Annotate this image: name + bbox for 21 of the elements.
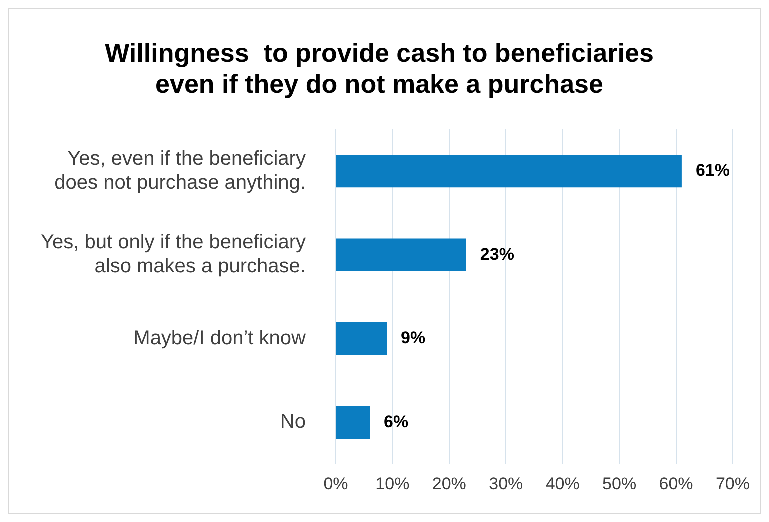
chart-title: Willingness to provide cash to beneficiaries even if they do not make a purchase [105, 38, 654, 99]
x-tick-label: 0% [324, 474, 348, 494]
x-tick-label: 70% [716, 474, 750, 494]
x-tick-label: 50% [602, 474, 637, 494]
data-label: 9% [401, 328, 426, 348]
y-tick-label: Maybe/I don’t know [134, 327, 307, 350]
x-tick-label: 60% [659, 474, 694, 494]
x-tick-label: 10% [376, 474, 410, 494]
data-label: 6% [384, 412, 409, 432]
bar [336, 154, 682, 188]
y-tick-label: Yes, even if the beneficiary does not purchase anything. [54, 148, 306, 194]
y-tick-label: Yes, but only if the beneficiary also makes a purchase. [40, 232, 306, 278]
x-tick-label: 30% [489, 474, 524, 494]
x-tick-label: 20% [432, 474, 466, 494]
x-tick-label: 40% [546, 474, 580, 494]
bar [336, 322, 388, 356]
y-tick-label: No [280, 411, 306, 434]
data-label: 23% [480, 244, 514, 264]
bar [336, 406, 370, 440]
data-label: 61% [696, 160, 730, 180]
bar [336, 238, 466, 272]
